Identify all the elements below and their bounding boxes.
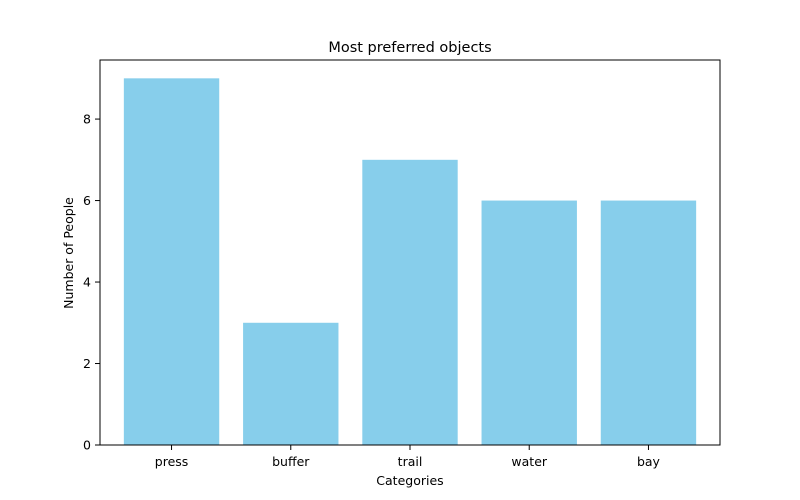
bar-press bbox=[123, 78, 220, 445]
y-tick-label: 2 bbox=[83, 356, 91, 371]
x-tick-label: water bbox=[511, 454, 547, 469]
chart-title: Most preferred objects bbox=[328, 40, 491, 56]
x-tick-label: press bbox=[155, 454, 189, 469]
bar-bay bbox=[600, 200, 697, 445]
bar-trail bbox=[362, 159, 458, 445]
x-tick-label: buffer bbox=[272, 454, 310, 469]
x-tick-label: trail bbox=[398, 454, 423, 469]
bar-water bbox=[481, 200, 577, 445]
bar-buffer bbox=[243, 322, 339, 445]
y-tick-label: 4 bbox=[83, 275, 91, 290]
x-axis-label: Categories bbox=[376, 473, 443, 488]
y-tick-label: 0 bbox=[83, 438, 91, 453]
y-axis-label: Number of People bbox=[61, 197, 76, 309]
y-tick-label: 6 bbox=[83, 193, 91, 208]
y-tick-label: 8 bbox=[83, 112, 91, 127]
axes-layer: 0 2 4 6 8 press buffer trail water bay bbox=[83, 59, 721, 469]
bars-layer bbox=[123, 78, 697, 445]
x-tick-label: bay bbox=[637, 454, 661, 469]
